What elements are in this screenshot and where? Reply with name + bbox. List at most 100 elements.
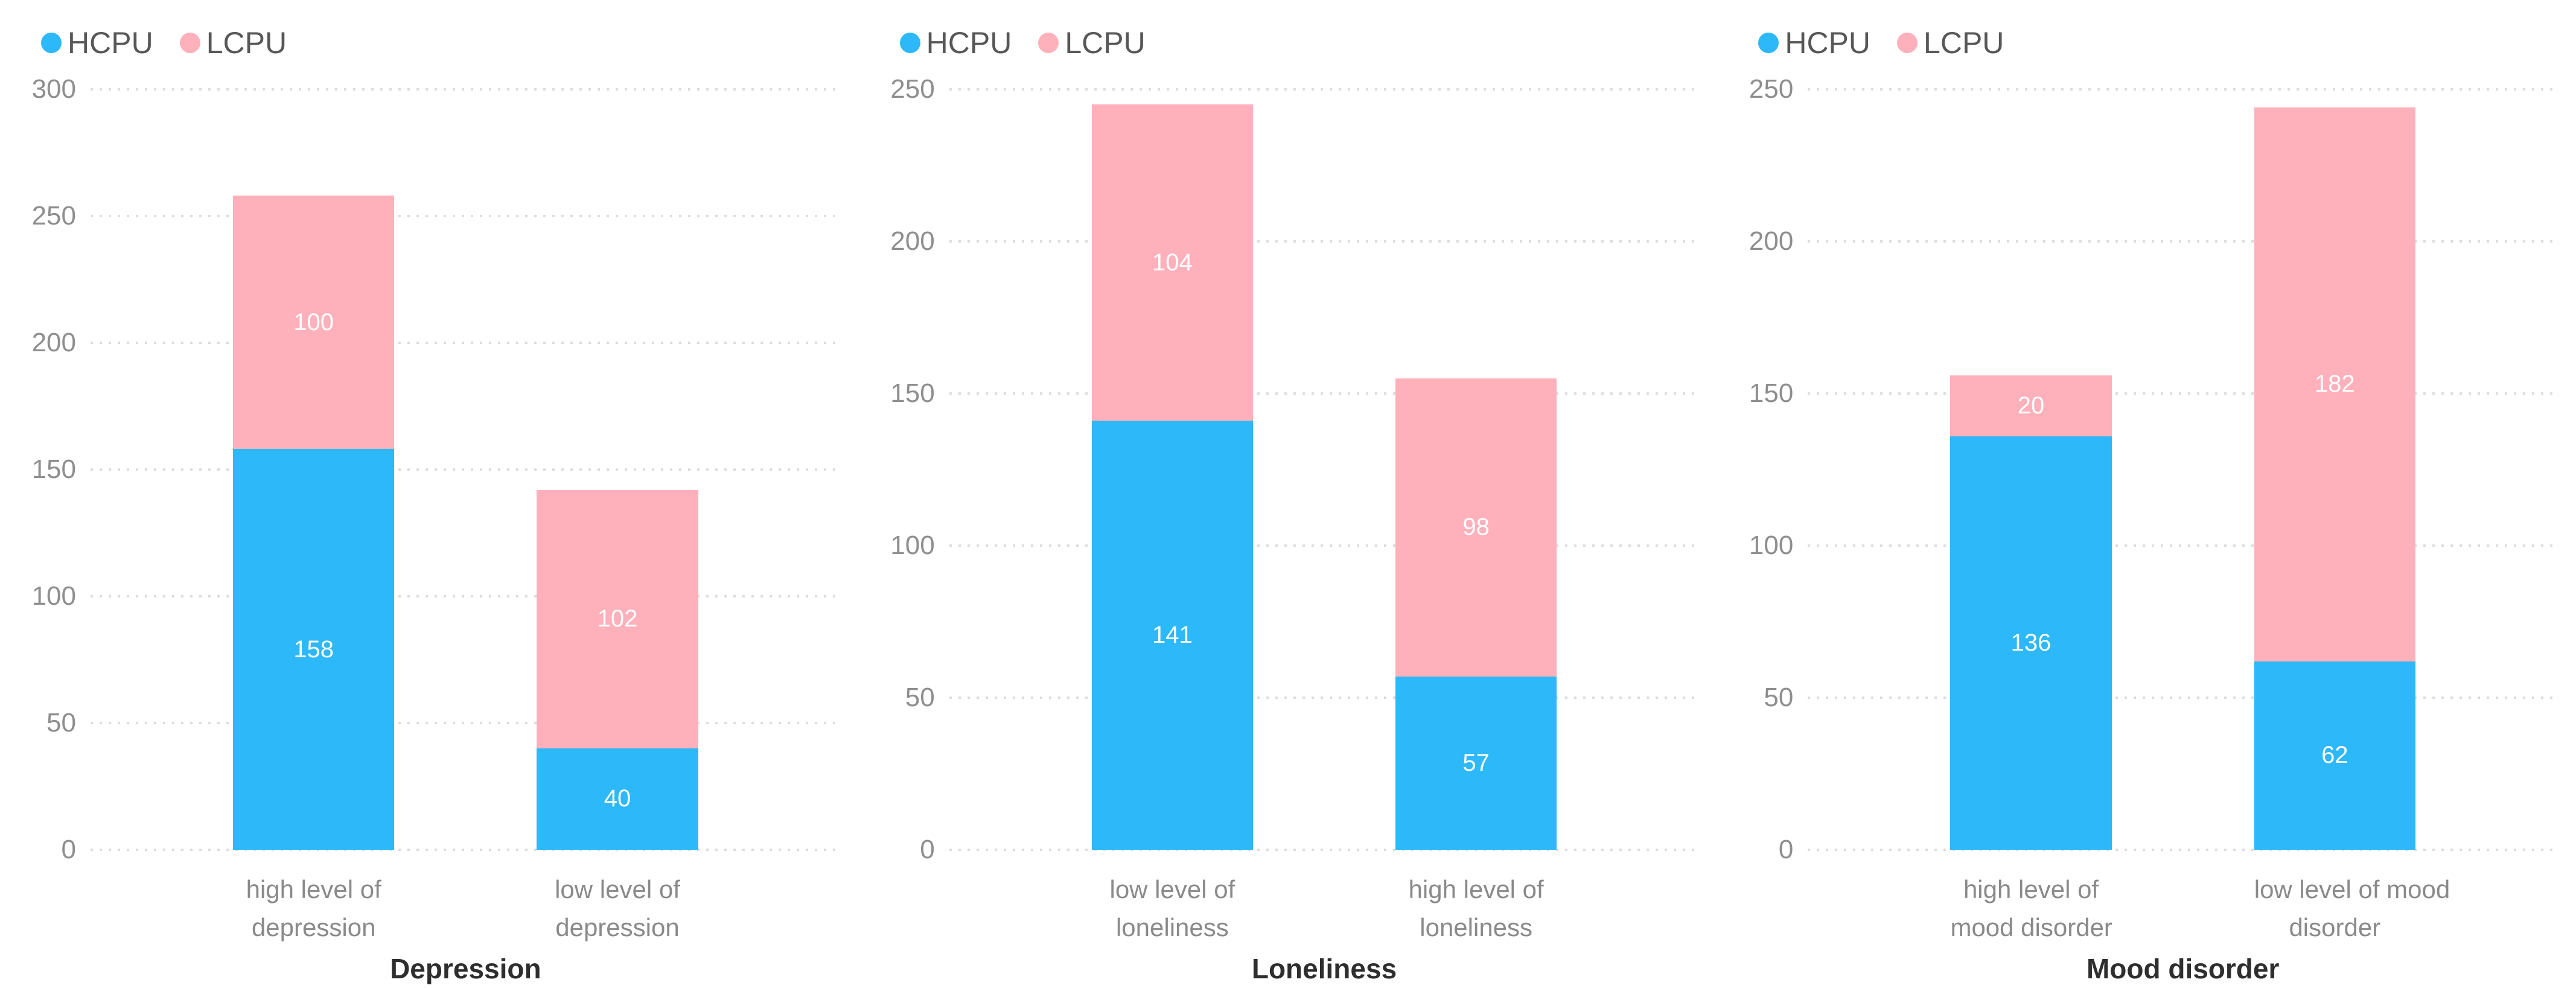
y-tick-label-250: 250	[31, 201, 76, 231]
plot-area: 100 158 102 40	[91, 88, 841, 851]
bar-low-level-of-mood-disorder[interactable]: 182 62	[2254, 107, 2415, 850]
legend-item-hcpu[interactable]: HCPU	[1758, 25, 1870, 60]
y-tick-label-50: 50	[46, 708, 76, 738]
bar-value-label: 102	[597, 605, 638, 633]
gridline-250	[949, 88, 1700, 91]
gridline-100	[91, 595, 841, 598]
bars: 104 141 98 57	[949, 89, 1700, 850]
y-tick-label-100: 100	[1749, 531, 1794, 560]
gridline-150	[949, 392, 1700, 395]
legend-label-hcpu: HCPU	[926, 26, 1012, 60]
legend-dot-hcpu-icon	[899, 33, 920, 53]
y-tick-label-150: 150	[31, 454, 76, 484]
x-labels: high level of depression low level of depre…	[91, 870, 841, 946]
legend-label-hcpu: HCPU	[68, 26, 153, 60]
legend-item-lcpu[interactable]: LCPU	[1897, 25, 2004, 60]
x-labels: low level of loneliness high level of lonel…	[949, 870, 1700, 946]
bar-segment-lcpu-low-level-of-loneliness[interactable]: 104	[1091, 104, 1253, 421]
bar-value-label: 40	[604, 785, 631, 812]
gridline-200	[1808, 240, 2558, 243]
y-tick-label-0: 0	[61, 835, 76, 864]
category-label-low-level-of-depression: low level of depression	[537, 870, 698, 946]
bar-segment-hcpu-low-level-of-mood-disorder[interactable]: 62	[2254, 661, 2415, 850]
y-axis: 0 50 100 150 200 250	[1741, 74, 1808, 864]
gridline-0	[1808, 849, 2558, 851]
legend-label-lcpu: LCPU	[1065, 26, 1146, 60]
plot-col: 104 141 98 57 low level of loneliness high lev…	[949, 88, 1700, 985]
legend-item-lcpu[interactable]: LCPU	[1038, 25, 1146, 60]
gridline-250	[91, 215, 841, 217]
bar-value-label: 158	[293, 636, 334, 663]
gridline-150	[91, 468, 841, 471]
bar-segment-lcpu-low-level-of-depression[interactable]: 102	[537, 489, 698, 748]
legend-dot-hcpu-icon	[41, 33, 62, 53]
y-tick-label-200: 200	[31, 328, 76, 357]
bar-segment-lcpu-high-level-of-depression[interactable]: 100	[233, 196, 395, 450]
bar-value-label: 98	[1462, 514, 1490, 541]
bar-value-label: 62	[2321, 742, 2348, 769]
gridline-50	[1808, 696, 2558, 699]
bar-value-label: 182	[2314, 371, 2355, 398]
y-tick-label-50: 50	[905, 683, 935, 712]
y-tick-label-100: 100	[890, 531, 935, 560]
bar-low-level-of-depression[interactable]: 102 40	[537, 489, 698, 850]
bar-high-level-of-mood-disorder[interactable]: 20 136	[1950, 375, 2112, 850]
gridline-150	[1808, 392, 2558, 395]
bar-high-level-of-loneliness[interactable]: 98 57	[1395, 378, 1557, 850]
bar-segment-hcpu-high-level-of-depression[interactable]: 158	[233, 449, 395, 850]
category-label-line: depression	[251, 913, 376, 942]
legend-label-lcpu: LCPU	[206, 26, 287, 60]
gridline-300	[91, 88, 841, 91]
legend-dot-lcpu-icon	[179, 33, 200, 53]
bar-segment-lcpu-high-level-of-mood-disorder[interactable]: 20	[1950, 375, 2112, 436]
category-label-line: high level of	[1963, 875, 2099, 904]
legend-item-hcpu[interactable]: HCPU	[899, 25, 1012, 60]
category-label-line: high level of	[246, 875, 381, 904]
bar-segment-hcpu-low-level-of-loneliness[interactable]: 141	[1091, 421, 1253, 850]
y-tick-label-300: 300	[31, 74, 76, 104]
bars: 20 136 182 62	[1808, 89, 2558, 850]
legend: HCPU LCPU	[1758, 24, 2558, 62]
plot-col: 100 158 102 40 high level of depression low le…	[91, 88, 841, 985]
bar-value-label: 100	[293, 308, 334, 336]
legend-label-hcpu: HCPU	[1785, 26, 1871, 60]
y-tick-label-100: 100	[31, 581, 76, 611]
bar-segment-lcpu-high-level-of-loneliness[interactable]: 98	[1395, 378, 1557, 677]
bar-segment-hcpu-high-level-of-mood-disorder[interactable]: 136	[1950, 436, 2112, 850]
category-label-line: low level of	[1109, 875, 1235, 904]
bar-high-level-of-depression[interactable]: 100 158	[233, 196, 395, 850]
legend-item-lcpu[interactable]: LCPU	[179, 25, 287, 60]
legend-dot-lcpu-icon	[1038, 33, 1059, 53]
y-tick-label-150: 150	[1749, 378, 1794, 408]
category-label-high-level-of-loneliness: high level of loneliness	[1395, 870, 1557, 946]
legend-item-hcpu[interactable]: HCPU	[41, 25, 153, 60]
gridline-250	[1808, 88, 2558, 91]
bar-segment-hcpu-high-level-of-loneliness[interactable]: 57	[1395, 676, 1557, 850]
y-tick-label-200: 200	[890, 226, 935, 256]
legend: HCPU LCPU	[41, 24, 841, 62]
gridline-100	[1808, 544, 2558, 547]
legend-label-lcpu: LCPU	[1924, 26, 2004, 60]
bars: 100 158 102 40	[91, 89, 841, 850]
legend-dot-lcpu-icon	[1897, 33, 1918, 53]
bar-segment-hcpu-low-level-of-depression[interactable]: 40	[537, 748, 698, 850]
bar-segment-lcpu-low-level-of-mood-disorder[interactable]: 182	[2254, 107, 2415, 661]
bar-value-label: 104	[1152, 249, 1193, 276]
plot-row: 0 50 100 150 200 250 20 136 182 62 high level of mo…	[1741, 74, 2558, 985]
legend: HCPU LCPU	[899, 24, 1700, 62]
y-tick-label-50: 50	[1764, 683, 1794, 712]
y-tick-label-250: 250	[1749, 74, 1794, 104]
x-labels: high level of mood disorder low level of m…	[1808, 870, 2558, 946]
gridline-200	[91, 342, 841, 344]
axis-title-depression: Depression	[390, 953, 541, 984]
gridline-50	[949, 696, 1700, 699]
axis-title-mood-disorder: Mood disorder	[2086, 953, 2280, 984]
bar-low-level-of-loneliness[interactable]: 104 141	[1091, 104, 1253, 850]
category-label-line: depression	[555, 913, 680, 942]
y-tick-label-250: 250	[890, 74, 935, 104]
gridline-0	[949, 849, 1700, 851]
y-tick-label-0: 0	[920, 835, 935, 864]
gridline-50	[91, 722, 841, 724]
